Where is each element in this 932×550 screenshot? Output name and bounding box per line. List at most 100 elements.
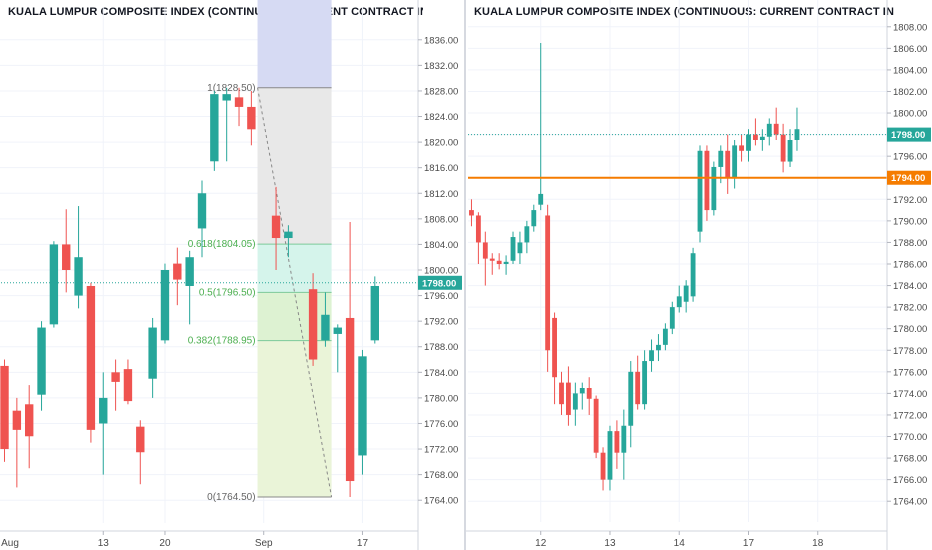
candle-body bbox=[572, 393, 578, 410]
candle-up bbox=[669, 301, 675, 335]
candle-body bbox=[358, 356, 367, 456]
candle-body bbox=[621, 425, 627, 453]
candle-up bbox=[333, 324, 342, 373]
candle-down bbox=[614, 420, 620, 469]
candle-body bbox=[370, 285, 379, 341]
candle-body bbox=[222, 94, 231, 101]
intraday-chart-canvas[interactable]: 1764.00 1766.00 1768.00 1770.00 1772.00 1774.… bbox=[466, 0, 932, 550]
candle-body bbox=[565, 382, 571, 415]
candle-body bbox=[780, 134, 786, 162]
fib-band bbox=[257, 0, 332, 88]
candle-body bbox=[635, 371, 641, 405]
candle-body bbox=[752, 134, 758, 140]
candle-up bbox=[607, 425, 613, 491]
panel-divider[interactable] bbox=[464, 0, 466, 550]
y-tick-label: 1768.00 bbox=[424, 470, 458, 481]
candle-body bbox=[711, 166, 717, 211]
y-tick-label: 1796.00 bbox=[424, 291, 458, 302]
candle-down bbox=[565, 366, 571, 426]
candle-up bbox=[572, 382, 578, 426]
candle-body bbox=[284, 231, 293, 239]
candle-up bbox=[766, 118, 772, 146]
candle-body bbox=[746, 134, 751, 151]
y-tick-label: 1792.00 bbox=[893, 195, 927, 206]
x-tick-label: 20 bbox=[159, 538, 171, 549]
candle-body bbox=[25, 404, 34, 437]
y-tick-label: 1764.00 bbox=[424, 496, 458, 507]
candle-up bbox=[697, 145, 703, 243]
candle-body bbox=[489, 258, 495, 261]
candle-up bbox=[358, 349, 367, 475]
candle-body bbox=[683, 285, 689, 302]
y-tick-label: 1816.00 bbox=[424, 163, 458, 174]
y-tick-label: 1778.00 bbox=[893, 346, 927, 357]
candle-body bbox=[607, 431, 613, 480]
candle-up bbox=[197, 180, 207, 258]
candle-down bbox=[469, 199, 474, 227]
candle-body bbox=[704, 150, 710, 211]
y-tick-label: 1802.00 bbox=[893, 87, 927, 98]
x-tick-label: 13 bbox=[98, 538, 110, 549]
candle-down bbox=[780, 123, 786, 173]
candle-up bbox=[676, 285, 682, 313]
candle-up bbox=[662, 323, 668, 351]
y-tick-label: 1776.00 bbox=[893, 367, 927, 378]
candle-body bbox=[656, 344, 661, 351]
candle-body bbox=[614, 431, 620, 453]
y-tick-label: 1792.00 bbox=[424, 317, 458, 328]
y-tick-label: 1780.00 bbox=[424, 393, 458, 404]
candle-body bbox=[345, 317, 355, 482]
candle-down bbox=[12, 397, 22, 488]
y-tick-label: 1772.00 bbox=[424, 445, 458, 456]
candle-body bbox=[545, 215, 551, 351]
candle-down bbox=[559, 371, 564, 415]
candles bbox=[0, 87, 379, 498]
candle-body bbox=[725, 150, 731, 178]
candle-body bbox=[475, 215, 481, 243]
candle-up bbox=[649, 339, 654, 372]
candle-down bbox=[586, 377, 592, 415]
candle-body bbox=[0, 365, 9, 450]
candle-up bbox=[538, 42, 544, 211]
y-tick-label: 1768.00 bbox=[893, 454, 927, 465]
candle-body bbox=[86, 285, 96, 430]
x-tick-label: Aug bbox=[1, 538, 19, 549]
y-tick-label: 1800.00 bbox=[893, 109, 927, 120]
candle-down bbox=[773, 107, 779, 140]
x-tick-label: Sep bbox=[255, 538, 273, 549]
candle-up bbox=[74, 206, 83, 309]
daily-chart-panel[interactable]: KUALA LUMPUR COMPOSITE INDEX (CONTINUOUS… bbox=[0, 0, 464, 550]
candle-up bbox=[284, 225, 293, 258]
y-tick-label: 1790.00 bbox=[893, 216, 927, 227]
candle-body bbox=[697, 150, 703, 232]
fib-level-label: 0.382(1788.95) bbox=[188, 336, 256, 347]
y-tick-label: 1772.00 bbox=[893, 410, 927, 421]
y-tick-label: 1786.00 bbox=[893, 260, 927, 271]
candle-body bbox=[593, 398, 599, 453]
candle-down bbox=[593, 395, 599, 459]
candle-down bbox=[247, 90, 256, 146]
candle-body bbox=[321, 314, 330, 341]
candle-down bbox=[552, 312, 557, 405]
daily-chart-canvas[interactable]: 1(1828.50) 0.618(1804.05) 0.5(1796.50) 0.38… bbox=[0, 0, 464, 550]
intraday-chart-panel[interactable]: KUALA LUMPUR COMPOSITE INDEX (CONTINUOUS… bbox=[466, 0, 932, 550]
candle-body bbox=[600, 452, 606, 480]
current-price-tag: 1798.00 bbox=[422, 278, 456, 289]
candle-up bbox=[510, 231, 516, 264]
candle-body bbox=[123, 369, 133, 402]
y-tick-label: 1804.00 bbox=[424, 240, 458, 251]
candle-down bbox=[234, 87, 244, 127]
candle-body bbox=[690, 253, 696, 297]
y-tick-label: 1836.00 bbox=[424, 35, 458, 46]
candle-up bbox=[503, 255, 509, 275]
candle-up bbox=[321, 292, 330, 347]
candle-body bbox=[676, 296, 682, 308]
candle-body bbox=[136, 426, 145, 453]
y-tick-label: 1788.00 bbox=[893, 238, 927, 249]
candle-body bbox=[469, 210, 474, 216]
candle-body bbox=[308, 289, 318, 360]
fib-level-label: 0.618(1804.05) bbox=[188, 239, 256, 250]
candle-down bbox=[725, 134, 731, 194]
y-tick-label: 1788.00 bbox=[424, 342, 458, 353]
candle-down bbox=[545, 204, 551, 372]
